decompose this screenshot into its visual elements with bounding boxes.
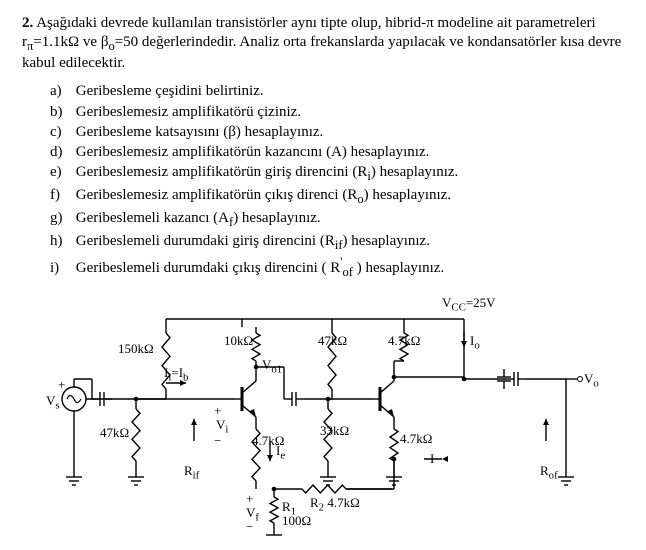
prompt-text: Aşağıdaki devrede kullanılan transistörl… (22, 15, 621, 71)
item: h) Geribeslemeli durumdaki giriş direnci… (50, 231, 624, 254)
circuit-label: Vs (46, 393, 60, 412)
circuit-label: + (58, 377, 65, 393)
circuit-label: 4.7kΩ (400, 431, 432, 447)
circuit-label: 33kΩ (320, 423, 349, 439)
circuit-label: Rof (540, 463, 558, 482)
circuit-label: I (430, 451, 434, 467)
question-number: 2. (22, 15, 33, 31)
item: g) Geribeslemeli kazancı (Af) hesaplayın… (50, 208, 624, 231)
item: f) Geribeslemesiz amplifikatörün çıkış d… (50, 185, 624, 208)
item: i) Geribeslemeli durumdaki çıkış direnci… (50, 254, 624, 281)
circuit-label: 47kΩ (318, 333, 347, 349)
circuit-label: − (214, 433, 221, 449)
item: a) Geribesleme çeşidini belirtiniz. (50, 81, 624, 101)
circuit-label: Vo (584, 371, 599, 390)
item: e) Geribeslemesiz amplifikatörün giriş d… (50, 162, 624, 185)
circuit-label: Vo1 (262, 357, 282, 376)
circuit-label: 47kΩ (100, 425, 129, 441)
item: b) Geribeslemesiz amplifikatörü çiziniz. (50, 102, 624, 122)
circuit-label: 4.7kΩ (388, 333, 420, 349)
circuit-label: VCC=25V (442, 295, 496, 314)
circuit-label: Ie (276, 443, 285, 462)
question-prompt: 2. Aşağıdaki devrede kullanılan transist… (22, 14, 624, 73)
circuit-figure: VCC=25V+Vs150kΩ47kΩIi=IbRif10kΩVo1+Vi−4.… (36, 291, 596, 536)
circuit-label: Rif (184, 463, 199, 482)
circuit-label: Ii=Ib (164, 365, 188, 384)
circuit-label: 150kΩ (118, 341, 154, 357)
circuit-label: 10kΩ (224, 333, 253, 349)
items-list: a) Geribesleme çeşidini belirtiniz.b) Ge… (50, 81, 624, 280)
circuit-label: Io (470, 333, 480, 352)
circuit-label: R2 4.7kΩ (310, 495, 360, 514)
circuit-label: 100Ω (282, 513, 311, 529)
item: d) Geribeslemesiz amplifikatörün kazancı… (50, 142, 624, 162)
circuit-label: − (246, 519, 253, 535)
item: c) Geribesleme katsayısını (β) hesaplayı… (50, 122, 624, 142)
